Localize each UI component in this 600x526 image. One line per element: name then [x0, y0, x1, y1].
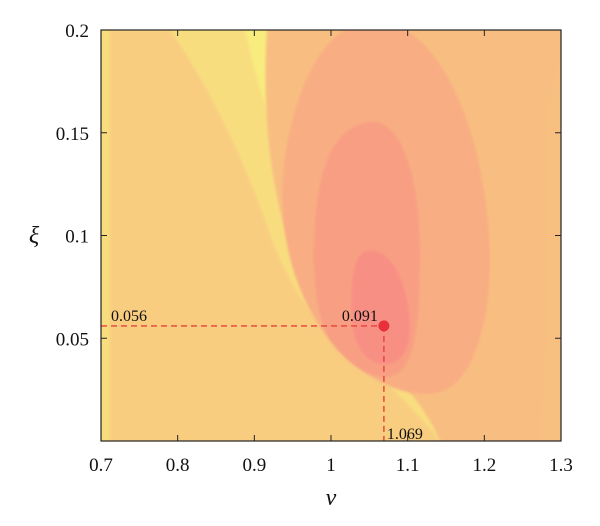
x-tick-label: 0.7 — [89, 455, 113, 476]
contour-band — [351, 250, 410, 365]
y-tick-label: 0.05 — [56, 329, 89, 350]
y-axis-label: ξ — [29, 223, 40, 249]
optimum-y-label: 0.056 — [111, 308, 147, 325]
optimum-value-label: 0.091 — [342, 308, 378, 325]
optimum-guides: 0.056 0.091 1.069 — [101, 308, 423, 443]
x-tick-label: 0.8 — [166, 455, 190, 476]
optimum-x-label: 1.069 — [387, 426, 423, 443]
contour-band — [540, 60, 561, 441]
y-axis: 0.05 0.1 0.15 0.2 — [56, 21, 561, 350]
x-tick-label: 0.9 — [242, 455, 266, 476]
x-tick-label: 1.2 — [472, 455, 496, 476]
x-tick-label: 1.1 — [396, 455, 420, 476]
contour-layer — [101, 30, 561, 441]
y-tick-label: 0.1 — [65, 227, 89, 248]
contour-band — [110, 30, 440, 441]
x-axis: 0.7 0.8 0.9 1 1.1 1.2 1.3 — [89, 30, 573, 476]
y-tick-label: 0.15 — [56, 124, 89, 145]
y-tick-label: 0.2 — [65, 21, 89, 42]
plot-area — [101, 30, 561, 441]
optimum-point — [378, 320, 390, 332]
x-axis-label: ν — [326, 485, 337, 511]
x-tick-label: 1.3 — [549, 455, 573, 476]
x-tick-label: 1 — [326, 455, 336, 476]
